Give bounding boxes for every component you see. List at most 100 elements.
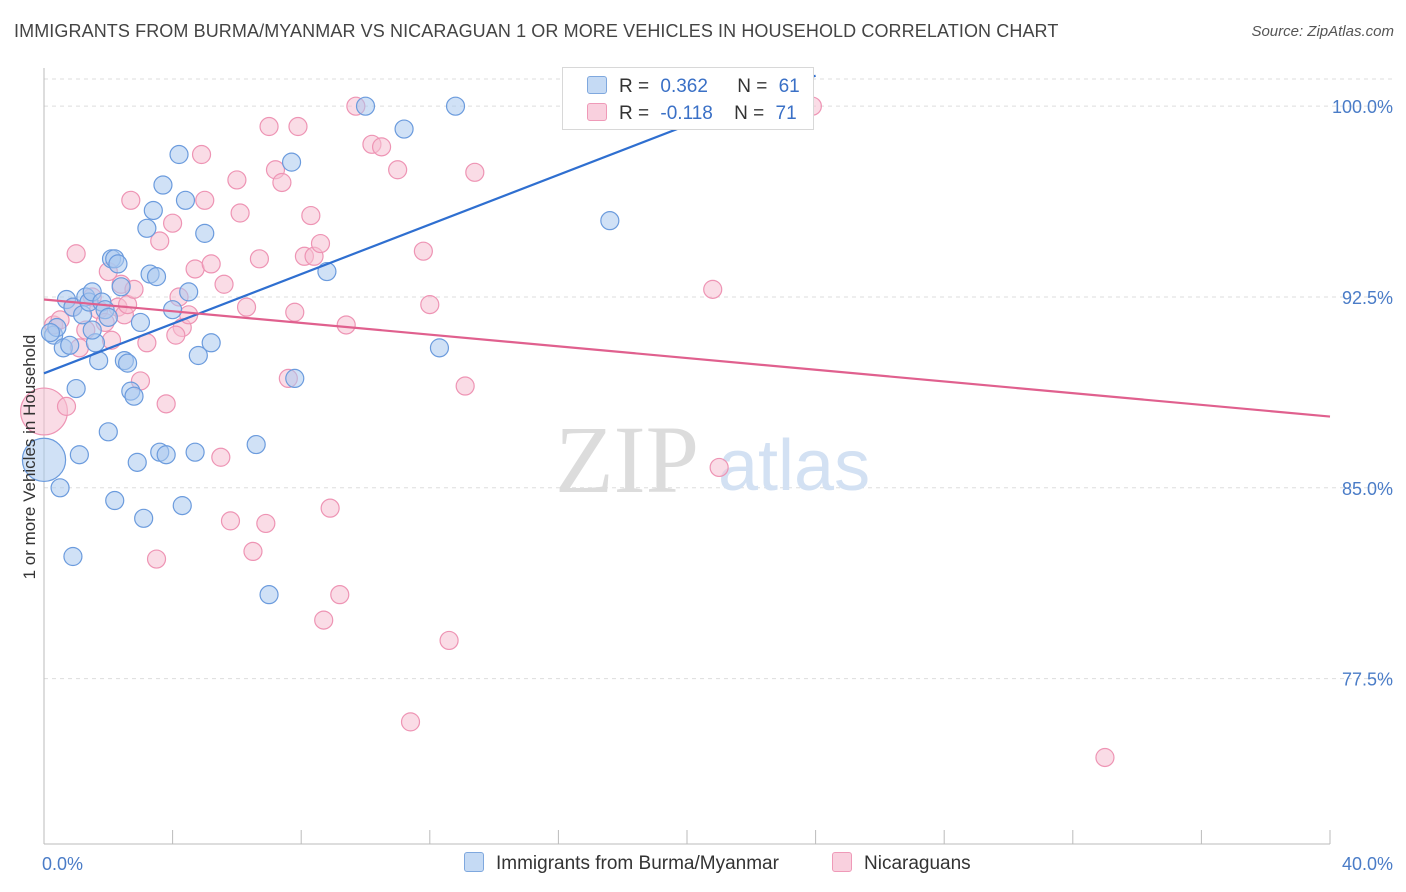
burma-point — [175, 190, 196, 210]
nicaraguans-point — [249, 249, 270, 269]
nicaraguans-point — [336, 315, 356, 335]
nicaraguans-point — [236, 297, 257, 317]
legend-r-value: -0.118 — [660, 103, 713, 124]
burma-point — [445, 96, 466, 116]
legend-r-label: R = — [619, 103, 650, 124]
nicaraguans-point — [195, 190, 215, 210]
burma-point — [60, 335, 80, 355]
nicaraguans-point — [314, 610, 334, 630]
burma-point — [117, 353, 138, 373]
legend-n-value: 71 — [775, 103, 797, 124]
nicaraguans-point — [230, 203, 250, 223]
bottom-legend-burma: Immigrants from Burma/Myanmar — [464, 852, 779, 875]
burma-point — [153, 175, 173, 195]
burma-point — [246, 434, 266, 455]
source-label: Source: ZipAtlas.com — [1251, 23, 1394, 40]
nicaraguans-point — [301, 205, 321, 226]
nicaraguans-point — [400, 712, 421, 732]
legend-n-label: N = — [737, 76, 768, 97]
legend-swatch-pink — [587, 103, 607, 121]
nicaraguans-point — [220, 511, 241, 531]
nicaraguans-point — [201, 254, 221, 274]
burma-point — [40, 323, 61, 343]
legend-n-value: 61 — [778, 76, 800, 97]
bottom-legend-label-nicaraguans: Nicaraguans — [864, 853, 971, 874]
legend-r-value: 0.362 — [660, 76, 708, 97]
legend-row-burma: R = 0.362 N = 61 — [587, 76, 800, 100]
tick-labels: 77.5% 85.0% 92.5% 100.0% 0.0% 40.0% — [42, 97, 1393, 874]
burma-point — [63, 546, 83, 567]
burma-point — [82, 320, 102, 340]
nicaraguans-point — [371, 137, 392, 157]
nicaraguans-trend-line — [43, 298, 1331, 418]
nicaraguans-point — [259, 116, 279, 137]
burma-point — [108, 254, 128, 274]
burma-point — [98, 307, 118, 327]
burma-point — [281, 152, 302, 172]
nicaraguans-point — [465, 162, 485, 182]
burma-point — [98, 422, 118, 442]
nicaraguans-point — [310, 233, 331, 254]
burma-point — [169, 144, 189, 165]
burma-point — [21, 437, 67, 483]
nicaraguans-point — [709, 457, 729, 478]
nicaraguans-point — [150, 231, 170, 251]
x-tick-label: 40.0% — [1342, 854, 1393, 874]
burma-point — [137, 218, 157, 238]
nicaraguans-point — [455, 376, 475, 396]
burma-point — [130, 312, 151, 333]
chart-title: IMMIGRANTS FROM BURMA/MYANMAR VS NICARAG… — [14, 21, 1059, 41]
burma-point — [111, 277, 131, 297]
burma-point — [201, 333, 221, 353]
nicaraguans-point — [439, 630, 459, 651]
nicaraguans-point — [1095, 747, 1115, 768]
nicaraguans-point — [330, 585, 350, 605]
nicaraguans-point — [413, 241, 433, 261]
nicaraguans-point — [156, 394, 176, 414]
burma-point — [134, 508, 154, 528]
watermark: ZIP atlas — [555, 406, 870, 513]
nicaraguans-point — [185, 259, 205, 279]
nicaraguans-point — [191, 144, 212, 165]
burma-point — [185, 442, 205, 462]
nicaraguans-point — [703, 279, 723, 299]
burma-point — [127, 452, 147, 472]
nicaraguans-point — [420, 295, 440, 315]
nicaraguans-point — [256, 513, 276, 534]
nicaraguans-point — [66, 244, 86, 264]
x-tick-label: 0.0% — [42, 854, 83, 874]
y-tick-label: 100.0% — [1332, 97, 1393, 117]
burma-point — [146, 267, 167, 287]
y-tick-label: 77.5% — [1342, 670, 1393, 690]
nicaraguans-point — [285, 302, 305, 322]
legend-row-nicaraguans: R = -0.118 N = 71 — [587, 103, 797, 127]
nicaraguans-point — [272, 172, 292, 193]
nicaraguans-point — [146, 549, 167, 569]
y-tick-label: 92.5% — [1342, 288, 1393, 308]
burma-point — [195, 223, 215, 243]
nicaraguans-point — [214, 274, 234, 294]
burma-point — [124, 386, 144, 406]
nicaraguans-point — [288, 116, 308, 137]
burma-point — [69, 445, 89, 465]
burma-point — [50, 478, 70, 498]
burma-point — [394, 119, 414, 139]
nicaraguans-point — [320, 498, 340, 518]
watermark-atlas: atlas — [718, 426, 870, 506]
burma-point — [172, 496, 192, 516]
burma-point — [600, 211, 620, 231]
burma-point — [285, 368, 305, 388]
nicaraguans-point — [163, 213, 183, 233]
legend-n-label: N = — [734, 103, 765, 124]
nicaraguans-point — [166, 325, 186, 345]
nicaraguans-point — [211, 447, 231, 467]
burma-point — [355, 96, 376, 116]
legend-r-label: R = — [619, 76, 650, 97]
gridlines — [44, 78, 1394, 680]
nicaraguans-point — [56, 396, 77, 416]
burma-point — [143, 200, 163, 221]
nicaraguans-point — [388, 160, 408, 180]
burma-point — [259, 585, 279, 605]
legend-swatch-blue — [587, 76, 607, 94]
